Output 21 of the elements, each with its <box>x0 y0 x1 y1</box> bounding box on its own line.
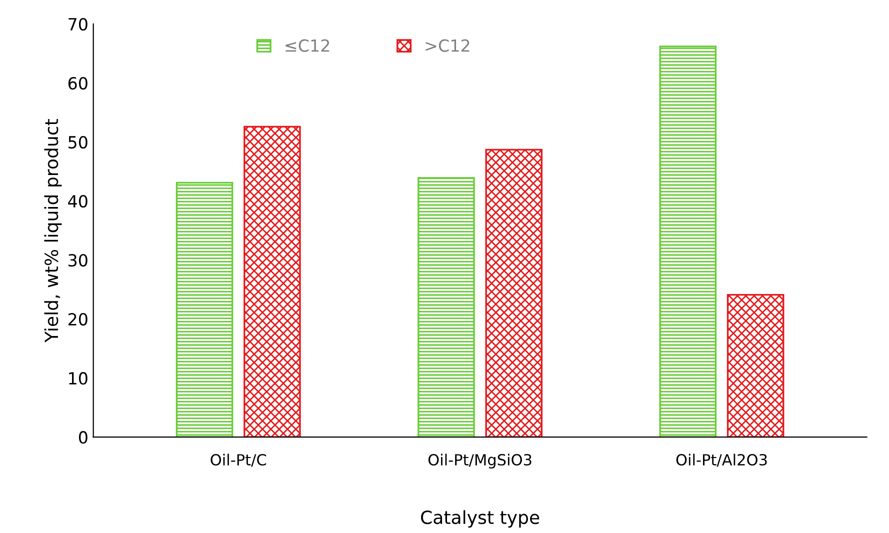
y-tick-label: 50 <box>68 136 88 149</box>
y-tick-label: 10 <box>69 372 88 385</box>
x-tick-label: Oil-Pt/C <box>210 454 266 467</box>
bar <box>244 126 301 438</box>
x-tick-label: Oil-Pt/Al2O3 <box>676 454 767 467</box>
bar <box>726 294 784 438</box>
y-tick-label: 0 <box>78 431 88 444</box>
bar <box>418 177 475 438</box>
legend-label: >C12 <box>426 39 470 52</box>
y-tick-label: 70 <box>68 18 88 31</box>
y-axis-title: Yield, wt% liquid product <box>44 119 62 342</box>
bar <box>176 182 234 438</box>
y-tick-label: 40 <box>68 194 88 208</box>
bar <box>485 148 543 438</box>
y-tick-label: 20 <box>68 313 88 326</box>
x-tick-label: Oil-Pt/MgSiO3 <box>428 454 532 469</box>
bar <box>659 46 717 438</box>
y-tick-label: 60 <box>68 76 88 90</box>
y-tick-label: 30 <box>68 254 88 267</box>
legend-label: ≤C12 <box>286 39 330 52</box>
x-axis-title: Catalyst type <box>421 510 540 528</box>
